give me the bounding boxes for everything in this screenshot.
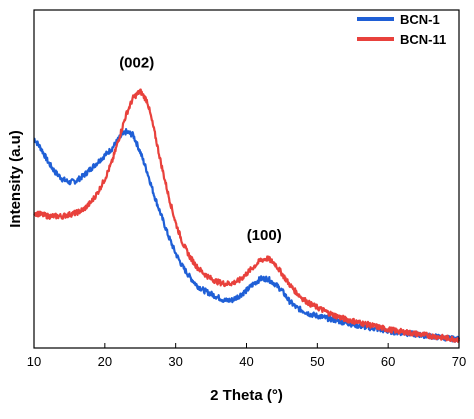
annotation-layer: (002) (100) [119,54,282,243]
legend-label-bcn-1: BCN-1 [400,12,440,27]
x-tick-label: 60 [381,354,395,369]
x-tick-layer: 10 20 30 40 50 60 70 [27,343,466,369]
plot-frame [33,9,460,349]
legend-label-bcn-11: BCN-11 [400,32,446,47]
x-tick-label: 10 [27,354,41,369]
peak-annotation: (100) [247,227,282,244]
x-tick-label: 70 [452,354,466,369]
x-tick-label: 50 [310,354,324,369]
series-line-bcn-11 [33,88,461,343]
x-tick-label: 40 [239,354,253,369]
series-layer [33,88,461,343]
x-axis-label: 2 Theta (°) [210,387,283,404]
x-tick-label: 20 [98,354,112,369]
legend: BCN-1 BCN-11 [357,12,446,47]
peak-annotation: (002) [119,54,154,71]
x-tick-label: 30 [168,354,182,369]
y-axis-label: Intensity (a.u) [7,130,24,228]
